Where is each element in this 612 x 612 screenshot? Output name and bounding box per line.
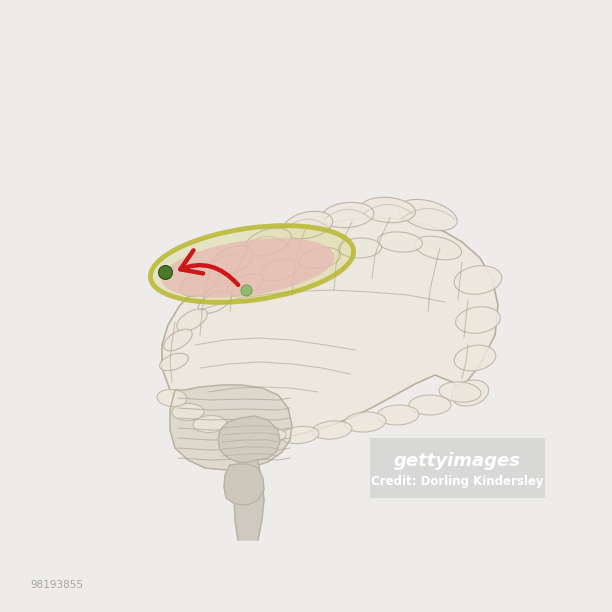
Ellipse shape	[322, 203, 374, 228]
Ellipse shape	[227, 274, 263, 296]
Polygon shape	[162, 218, 498, 440]
Ellipse shape	[157, 389, 187, 406]
Ellipse shape	[181, 267, 219, 296]
Ellipse shape	[211, 245, 253, 274]
Ellipse shape	[409, 395, 451, 415]
Ellipse shape	[193, 416, 227, 433]
Ellipse shape	[456, 307, 501, 334]
Ellipse shape	[378, 232, 422, 252]
Ellipse shape	[439, 382, 481, 402]
FancyArrowPatch shape	[181, 250, 238, 285]
FancyBboxPatch shape	[370, 438, 545, 498]
Ellipse shape	[454, 266, 502, 294]
Text: 98193855: 98193855	[30, 580, 83, 590]
Ellipse shape	[151, 226, 354, 302]
Ellipse shape	[221, 424, 255, 440]
Ellipse shape	[338, 238, 381, 258]
Ellipse shape	[177, 309, 207, 331]
Ellipse shape	[160, 353, 188, 371]
Ellipse shape	[250, 428, 286, 444]
Ellipse shape	[198, 291, 232, 313]
Ellipse shape	[312, 421, 352, 439]
Polygon shape	[170, 385, 292, 470]
Polygon shape	[218, 416, 280, 462]
Ellipse shape	[414, 236, 461, 260]
Ellipse shape	[454, 345, 496, 371]
Ellipse shape	[245, 228, 291, 256]
Text: gettyimages: gettyimages	[394, 452, 520, 470]
Ellipse shape	[360, 197, 416, 223]
Polygon shape	[224, 464, 264, 505]
Ellipse shape	[452, 380, 488, 406]
Text: Credit: Dorling Kindersley: Credit: Dorling Kindersley	[371, 474, 543, 488]
Ellipse shape	[164, 329, 192, 351]
Ellipse shape	[399, 200, 457, 231]
Ellipse shape	[299, 247, 341, 269]
Ellipse shape	[261, 259, 299, 281]
Ellipse shape	[377, 405, 419, 425]
Ellipse shape	[172, 403, 204, 420]
Ellipse shape	[281, 427, 319, 444]
Ellipse shape	[162, 238, 335, 298]
Polygon shape	[234, 462, 264, 540]
Ellipse shape	[344, 412, 386, 432]
Ellipse shape	[283, 211, 332, 239]
